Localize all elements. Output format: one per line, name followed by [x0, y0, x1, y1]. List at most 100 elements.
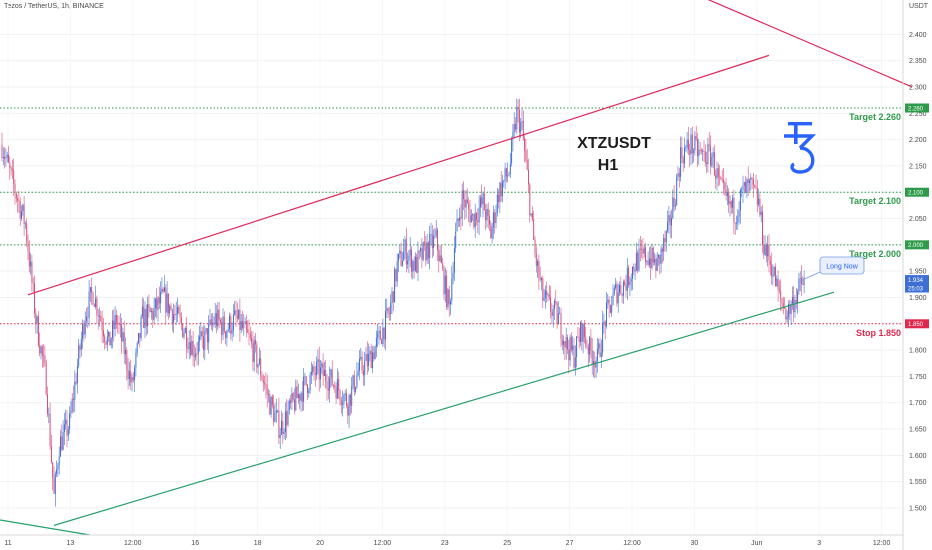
candle-body	[438, 249, 440, 262]
candle-body	[147, 303, 149, 327]
candle-body	[708, 144, 710, 147]
candle-body	[131, 377, 133, 383]
candle-body	[609, 304, 611, 313]
candle-body	[769, 260, 771, 266]
candle-body	[673, 197, 675, 207]
candle-body	[226, 331, 228, 339]
candle-body	[716, 168, 718, 179]
candle-body	[704, 151, 706, 163]
candle-body	[470, 215, 472, 223]
candle-body	[6, 154, 8, 158]
candle-body	[660, 248, 662, 264]
candle-body	[301, 392, 303, 402]
price-tag	[905, 319, 929, 329]
candle-body	[736, 222, 737, 224]
candle-body	[433, 236, 435, 248]
candle-body	[156, 298, 158, 310]
candle-body	[581, 322, 583, 342]
candle-body	[344, 393, 346, 396]
price-tick-label: 2.200	[909, 137, 927, 144]
candles-layer	[1, 98, 805, 507]
candle-body	[612, 293, 614, 305]
candle-body	[568, 349, 570, 361]
candle-body	[686, 139, 688, 148]
price-tick-label: 1.550	[909, 479, 927, 486]
candle-body	[136, 342, 138, 353]
candle-body	[446, 275, 448, 308]
symbol-header[interactable]: Tezos / TetherUS, 1h, BINANCE	[4, 3, 104, 10]
candle-body	[554, 301, 555, 310]
candle-body	[268, 394, 269, 396]
upper-channel-line[interactable]	[27, 54, 770, 296]
candle-body	[44, 355, 46, 364]
candle-body	[53, 478, 55, 494]
candle-body	[535, 253, 537, 266]
candle-body	[405, 239, 407, 265]
candle-body	[253, 340, 255, 363]
candle-body	[360, 356, 362, 359]
candle-body	[275, 410, 277, 413]
candle-body	[595, 360, 597, 368]
candle-body	[40, 346, 42, 354]
candle-body	[768, 244, 770, 261]
candle-body	[274, 412, 276, 423]
candle-body	[128, 371, 130, 379]
candle-body	[299, 394, 301, 401]
candle-body	[684, 148, 685, 164]
candle-body	[212, 322, 214, 325]
candle-body	[386, 308, 388, 311]
candle-body	[603, 321, 605, 323]
candle-body	[630, 278, 632, 282]
candle-body	[669, 215, 671, 226]
candle-body	[499, 182, 501, 203]
candle-body	[205, 328, 207, 332]
candle-body	[279, 434, 281, 438]
candle-body	[331, 369, 333, 386]
candle-body	[177, 307, 178, 315]
candle-body	[351, 386, 353, 406]
candle-body	[730, 201, 732, 208]
target-label: Target 2.100	[849, 196, 901, 206]
candle-body	[599, 343, 601, 357]
candle-body	[21, 210, 22, 219]
price-tag	[905, 275, 929, 285]
candle-body	[417, 250, 419, 273]
candle-body	[629, 281, 631, 286]
candle-body	[326, 381, 328, 389]
note-box[interactable]	[819, 256, 865, 275]
candle-body	[308, 390, 310, 394]
candle-body	[52, 462, 54, 479]
candle-body	[737, 216, 739, 223]
candle-body	[589, 337, 591, 355]
candle-body	[334, 385, 336, 388]
candle-body	[117, 322, 119, 324]
candle-body	[755, 186, 757, 189]
candle-body	[531, 213, 533, 220]
lower-channel-left-segment[interactable]	[0, 519, 91, 536]
candle-body	[481, 197, 483, 205]
candle-body	[431, 233, 433, 248]
candle-body	[528, 169, 529, 185]
candle-body	[706, 162, 708, 164]
candle-body	[637, 252, 639, 271]
candle-body	[795, 300, 797, 304]
candle-body	[550, 296, 552, 312]
lower-channel-line[interactable]	[53, 291, 835, 526]
candle-body	[739, 190, 741, 211]
candle-body	[99, 316, 100, 317]
resistance-line-line[interactable]	[691, 0, 913, 88]
candle-body	[569, 337, 571, 361]
candle-body	[36, 316, 38, 323]
candle-body	[45, 363, 47, 395]
candle-body	[206, 328, 208, 343]
candle-body	[165, 287, 167, 313]
candle-body	[573, 345, 575, 368]
candle-body	[426, 242, 428, 261]
candle-body	[273, 404, 275, 423]
candle-body	[30, 261, 32, 267]
price-tick-label: 2.050	[909, 216, 927, 223]
time-axis: 11 13 12:00 16 18 20 12:00 23 25 27 12:00 30 Jun 3 12:…	[4, 540, 890, 547]
candle-body	[762, 211, 763, 245]
logo-bar-top	[788, 122, 812, 126]
